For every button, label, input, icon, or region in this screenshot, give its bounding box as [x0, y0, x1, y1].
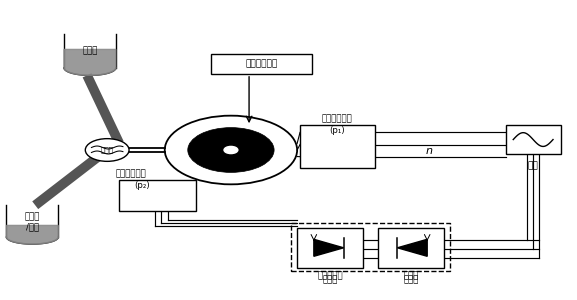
Bar [211, 54, 312, 74]
Polygon shape [398, 239, 427, 256]
Text: 下水库
/海洋: 下水库 /海洋 [25, 212, 40, 231]
Polygon shape [314, 239, 344, 256]
Text: (p₁): (p₁) [329, 126, 345, 135]
Text: 水轮机: 水轮机 [100, 147, 114, 153]
Polygon shape [64, 50, 116, 75]
Circle shape [224, 146, 238, 154]
Text: n: n [426, 146, 433, 157]
Bar [378, 228, 444, 268]
Bar [291, 223, 449, 271]
Bar [505, 125, 561, 154]
Text: 控制绕组侧: 控制绕组侧 [317, 271, 343, 280]
Text: (p₂): (p₂) [134, 182, 150, 190]
Text: 变流器: 变流器 [323, 275, 338, 284]
Polygon shape [6, 225, 58, 244]
Bar [300, 124, 375, 168]
Text: 电网侧: 电网侧 [403, 271, 418, 280]
Bar [119, 180, 196, 211]
Text: 定子功率绕组: 定子功率绕组 [322, 114, 353, 123]
Circle shape [188, 128, 274, 172]
Text: 变流器: 变流器 [403, 275, 418, 284]
Text: 电网: 电网 [528, 161, 538, 170]
Text: 定子控制绕组: 定子控制绕组 [116, 169, 147, 178]
Circle shape [165, 116, 297, 184]
Text: 特殊转子结构: 特殊转子结构 [245, 60, 278, 69]
Bar [297, 228, 364, 268]
Text: 上水库: 上水库 [83, 46, 98, 56]
Circle shape [85, 139, 129, 161]
